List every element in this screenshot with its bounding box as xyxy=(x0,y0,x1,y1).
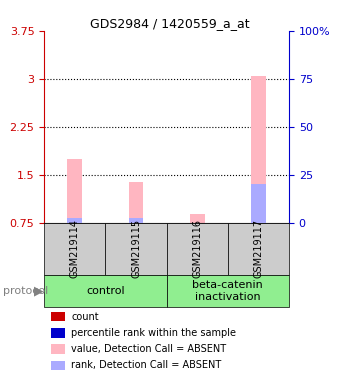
Text: GSM219114: GSM219114 xyxy=(70,219,80,278)
Text: count: count xyxy=(71,312,99,322)
Text: beta-catenin
inactivation: beta-catenin inactivation xyxy=(192,280,263,302)
Text: value, Detection Call = ABSENT: value, Detection Call = ABSENT xyxy=(71,344,226,354)
Text: GDS2984 / 1420559_a_at: GDS2984 / 1420559_a_at xyxy=(90,17,250,30)
Bar xyxy=(251,76,266,223)
Text: GSM219117: GSM219117 xyxy=(253,219,264,278)
Bar xyxy=(129,218,143,223)
Text: control: control xyxy=(86,286,125,296)
Bar xyxy=(67,159,82,223)
Text: GSM219116: GSM219116 xyxy=(192,219,202,278)
Text: ▶: ▶ xyxy=(34,285,44,297)
Text: GSM219115: GSM219115 xyxy=(131,219,141,278)
Bar xyxy=(67,218,82,223)
Text: rank, Detection Call = ABSENT: rank, Detection Call = ABSENT xyxy=(71,360,222,370)
Text: percentile rank within the sample: percentile rank within the sample xyxy=(71,328,236,338)
Bar xyxy=(190,214,205,223)
Bar xyxy=(251,184,266,223)
Text: protocol: protocol xyxy=(3,286,49,296)
Bar xyxy=(129,182,143,223)
